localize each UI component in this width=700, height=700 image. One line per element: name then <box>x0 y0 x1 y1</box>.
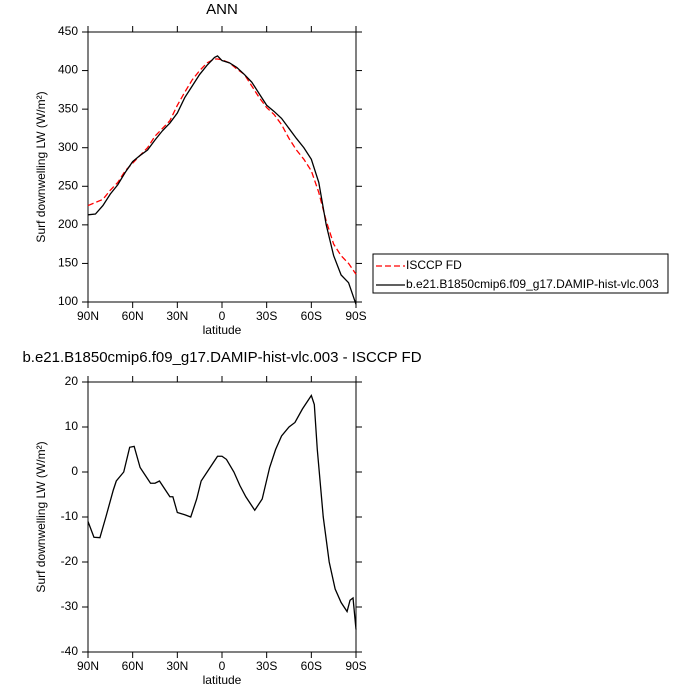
y-tick-label: 300 <box>58 140 78 154</box>
y-tick-label: 250 <box>58 178 78 192</box>
legend: ISCCP FD b.e21.B1850cmip6.f09_g17.DAMIP-h… <box>372 253 669 294</box>
y-tick-label: 100 <box>58 294 78 308</box>
y-tick-label: 0 <box>71 464 78 478</box>
y-tick-label: 20 <box>65 374 79 388</box>
legend-frame <box>372 253 669 294</box>
y-axis-label: Surf downwelling LW (W/m²) <box>34 91 48 242</box>
data-line <box>87 394 357 630</box>
x-tick-label: 90N <box>77 659 99 673</box>
x-tick-label: 60N <box>122 659 144 673</box>
y-tick-label: -20 <box>61 554 79 568</box>
x-axis-label: latitude <box>203 673 242 687</box>
chart-title: ANN <box>206 1 238 18</box>
x-tick-label: 0 <box>219 659 226 673</box>
legend-label: ISCCP FD <box>406 258 462 272</box>
y-tick-label: 10 <box>65 419 79 433</box>
data-line <box>87 58 357 275</box>
y-tick-label: 450 <box>58 24 78 38</box>
x-tick-label: 30S <box>256 309 277 323</box>
x-tick-label: 90S <box>345 309 366 323</box>
x-tick-label: 60N <box>122 309 144 323</box>
y-tick-label: 150 <box>58 256 78 270</box>
x-tick-label: 30S <box>256 659 277 673</box>
x-tick-label: 90S <box>345 659 366 673</box>
y-tick-label: 400 <box>58 63 78 77</box>
x-tick-label: 30N <box>166 659 188 673</box>
x-tick-label: 60S <box>301 659 322 673</box>
y-tick-label: 200 <box>58 217 78 231</box>
data-line <box>87 55 357 305</box>
y-tick-label: -40 <box>61 644 79 658</box>
y-tick-label: -30 <box>61 599 79 613</box>
y-tick-label: -10 <box>61 509 79 523</box>
x-tick-label: 60S <box>301 309 322 323</box>
y-axis-label: Surf downwelling LW (W/m²) <box>34 441 48 592</box>
x-axis-label: latitude <box>203 323 242 337</box>
x-tick-label: 0 <box>219 309 226 323</box>
legend-label: b.e21.B1850cmip6.f09_g17.DAMIP-hist-vlc.… <box>406 277 659 291</box>
x-tick-label: 30N <box>166 309 188 323</box>
y-tick-label: 350 <box>58 101 78 115</box>
x-tick-label: 90N <box>77 309 99 323</box>
chart-title: b.e21.B1850cmip6.f09_g17.DAMIP-hist-vlc.… <box>22 349 421 366</box>
